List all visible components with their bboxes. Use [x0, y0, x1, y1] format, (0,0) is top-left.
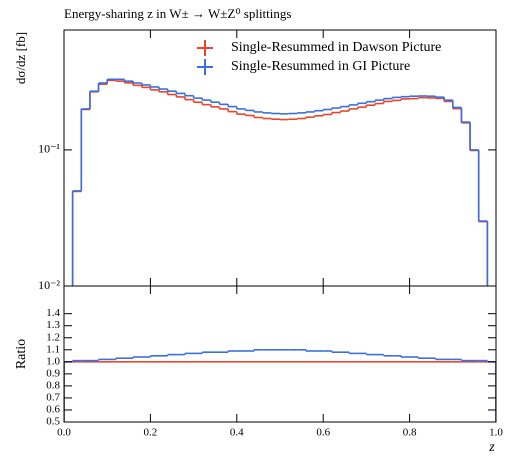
- chart-title: Energy-sharing z in W± → W±Z⁰ splittings: [64, 6, 291, 21]
- x-tick-label: 0.4: [230, 427, 244, 439]
- y-tick-label: 0.6: [46, 403, 60, 415]
- y-axis-label: dσ/dz [fb]: [13, 32, 28, 84]
- top-plot: [71, 78, 489, 286]
- y-tick-label: 0.7: [46, 391, 60, 403]
- y-tick-label: 1.4: [46, 307, 60, 319]
- axes: 10⁻² 10⁻¹ Single-Resummed in Dawson Pictur…: [38, 30, 503, 439]
- y-tick-label: 1.1: [46, 343, 60, 355]
- x-tick-label: 1.0: [489, 427, 503, 439]
- y-tick-label: 1.0: [46, 355, 60, 367]
- x-tick-label: 0.2: [144, 427, 158, 439]
- y-tick-label: 0.9: [46, 367, 60, 379]
- y-axis-label: Ratio: [14, 339, 29, 369]
- ratio-plot: [64, 348, 496, 422]
- y-tick-label: 10⁻¹: [38, 142, 60, 156]
- legend-label: Single-Resummed in Dawson Picture: [231, 40, 441, 55]
- y-tick-label: 0.8: [46, 379, 60, 391]
- y-tick-label: 0.5: [46, 416, 60, 428]
- y-tick-label: 10⁻²: [38, 278, 60, 292]
- x-axis-label: z: [488, 440, 495, 455]
- ratio-frame: [63, 285, 497, 423]
- y-tick-label: 1.3: [46, 319, 60, 331]
- y-tick-label: 1.2: [46, 331, 60, 343]
- x-tick-label: 0.8: [403, 427, 417, 439]
- x-tick-label: 0.6: [316, 427, 330, 439]
- x-tick-label: 0.0: [57, 427, 71, 439]
- legend-label: Single-Resummed in GI Picture: [231, 59, 410, 74]
